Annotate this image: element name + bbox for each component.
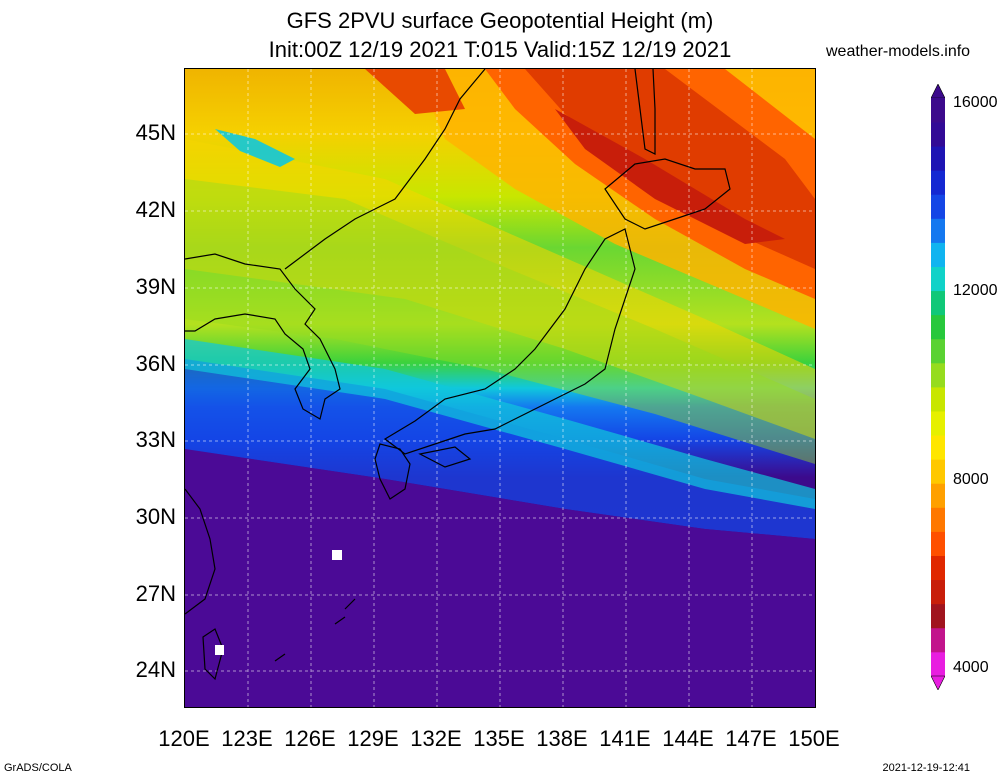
colorbar-label-16000: 16000 [953, 94, 998, 111]
lat-tick-33N: 33N [135, 427, 176, 452]
footer-software: GrADS/COLA [4, 762, 72, 774]
lat-tick-24N: 24N [135, 657, 176, 682]
colorbar-segment [931, 579, 945, 605]
colorbar-top-arrow [931, 84, 945, 99]
title-line-1: GFS 2PVU surface Geopotential Height (m) [286, 8, 714, 33]
site-label: weather-models.info [826, 43, 971, 60]
colorbar-segment [931, 435, 945, 460]
colorbar-segment [931, 459, 945, 484]
lat-tick-45N: 45N [135, 120, 176, 145]
colorbar-segment [931, 122, 945, 147]
lon-tick-144E: 144E [662, 726, 714, 751]
lon-tick-141E: 141E [599, 726, 651, 751]
map-panel [184, 68, 816, 708]
colorbar-segment [931, 387, 945, 412]
colorbar-segment [931, 98, 945, 123]
lon-tick-138E: 138E [536, 726, 588, 751]
colorbar-segment [931, 651, 945, 677]
colorbar-segment [931, 314, 945, 340]
lat-tick-27N: 27N [135, 581, 176, 606]
colorbar-segment [931, 411, 945, 436]
lon-tick-147E: 147E [725, 726, 777, 751]
title-line-2: Init:00Z 12/19 2021 T:015 Valid:15Z 12/1… [268, 37, 732, 62]
colorbar-label-4000: 4000 [953, 659, 989, 676]
colorbar-label-8000: 8000 [953, 471, 989, 488]
colorbar-segment [931, 627, 945, 653]
lat-tick-39N: 39N [135, 274, 176, 299]
lat-tick-42N: 42N [135, 197, 176, 222]
colorbar-segment [931, 194, 945, 219]
lat-tick-30N: 30N [135, 504, 176, 529]
lon-tick-126E: 126E [284, 726, 336, 751]
footer-timestamp: 2021-12-19-12:41 [882, 762, 970, 774]
lon-tick-150E: 150E [788, 726, 840, 751]
colorbar-segment [931, 290, 945, 316]
colorbar [931, 84, 945, 690]
colorbar-segment [931, 603, 945, 629]
colorbar-segment [931, 242, 945, 267]
colorbar-segment [931, 531, 945, 556]
colorbar-bottom-arrow [931, 675, 945, 690]
colorbar-segment [931, 507, 945, 532]
colorbar-segment [931, 266, 945, 292]
colorbar-segment [931, 146, 945, 171]
lon-tick-129E: 129E [347, 726, 399, 751]
colorbar-segment [931, 362, 945, 388]
colorbar-segment [931, 338, 945, 364]
colorbar-label-12000: 12000 [953, 282, 998, 299]
colorbar-segment [931, 170, 945, 195]
colorbar-segment [931, 218, 945, 243]
colorbar-segment [931, 555, 945, 581]
lon-tick-123E: 123E [221, 726, 273, 751]
colorbar-segment [931, 483, 945, 508]
map-field [185, 69, 815, 707]
lon-tick-132E: 132E [410, 726, 462, 751]
lon-tick-120E: 120E [158, 726, 210, 751]
lat-tick-36N: 36N [135, 351, 176, 376]
lon-tick-135E: 135E [473, 726, 525, 751]
